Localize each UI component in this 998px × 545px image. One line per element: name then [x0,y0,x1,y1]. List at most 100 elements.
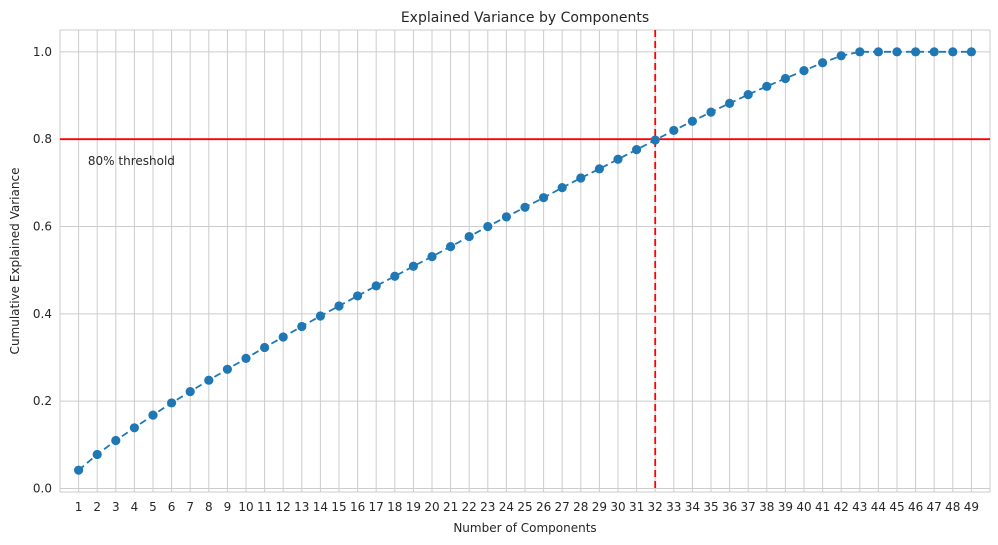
data-point [129,423,139,433]
x-tick-label: 25 [517,500,532,514]
x-tick-label: 1 [75,500,83,514]
data-point [111,435,121,446]
x-tick-label: 12 [276,500,291,514]
x-tick-label: 45 [889,500,904,514]
x-tick-label: 24 [499,500,514,514]
x-tick-label: 22 [462,500,477,514]
data-point [687,116,698,126]
data-point [948,47,958,57]
data-point [278,332,288,342]
y-tick-label: 0.4 [33,307,52,321]
data-point [408,261,418,271]
data-point [892,47,902,57]
x-tick-label: 37 [741,500,756,514]
data-point [743,90,753,100]
x-tick-label: 9 [224,500,232,514]
data-point [669,125,679,136]
x-tick-label: 8 [205,500,213,514]
x-tick-label: 2 [93,500,101,514]
y-tick-label: 0.0 [33,482,52,496]
x-tick-label: 19 [406,500,421,514]
data-point [911,47,921,57]
x-tick-label: 18 [387,500,402,514]
data-point [222,364,232,374]
data-point [725,98,735,108]
x-tick-label: 48 [945,500,960,514]
data-point [371,281,381,291]
x-tick-label: 20 [424,500,439,514]
y-tick-label: 0.2 [33,394,52,408]
data-point [464,231,474,242]
data-point [539,193,549,203]
data-point [799,66,809,76]
x-tick-label: 11 [257,500,272,514]
reference-lines [60,30,990,492]
x-tick-label: 42 [834,500,849,514]
data-point [315,311,325,321]
data-point [520,202,530,212]
x-tick-label: 6 [168,500,176,514]
x-axis-label: Number of Components [453,521,596,535]
data-point [780,73,791,84]
x-tick-label: 5 [149,500,157,514]
x-tick-label: 3 [112,500,120,514]
data-point [855,47,865,57]
x-tick-label: 15 [331,500,346,514]
data-point [762,81,772,91]
data-point [446,241,456,252]
x-tick-label: 27 [555,500,570,514]
data-point [594,164,605,174]
data-point [632,145,642,155]
x-tick-label: 21 [443,500,458,514]
grid-lines [60,30,990,492]
data-point [576,173,586,183]
data-point [334,301,344,311]
data-point [353,291,363,301]
data-point [74,465,84,475]
x-tick-label: 44 [871,500,886,514]
data-point [148,410,158,420]
data-point [966,47,977,57]
x-tick-label: 33 [666,500,681,514]
y-tick-label: 0.6 [33,220,52,234]
x-tick-label: 30 [610,500,625,514]
x-tick-label: 35 [703,500,718,514]
data-point [650,135,660,145]
tick-labels: 1 2 3 4 5 6 7 8 9 10 11 12 13 14 15 16 17 18 19 20 21 22 23 24 2… [33,45,979,514]
x-tick-label: 13 [294,500,309,514]
data-point [706,107,716,117]
data-point [260,342,270,353]
chart-title: Explained Variance by Components [401,10,649,26]
x-tick-label: 23 [480,500,495,514]
data-point [204,375,214,385]
x-tick-label: 41 [815,500,830,514]
x-tick-label: 40 [796,500,811,514]
y-axis-label: Cumulative Explained Variance [8,168,22,355]
x-tick-label: 7 [186,500,194,514]
x-tick-label: 32 [648,500,663,514]
x-tick-label: 29 [592,500,607,514]
data-point [501,212,511,222]
data-point [390,271,400,281]
data-point [483,221,493,232]
x-tick-label: 38 [759,500,774,514]
y-tick-label: 0.8 [33,132,52,146]
data-point [613,154,623,164]
x-tick-label: 16 [350,500,365,514]
x-tick-label: 43 [852,500,867,514]
x-tick-label: 4 [131,500,139,514]
x-tick-label: 49 [964,500,979,514]
data-point [427,252,437,262]
data-point [185,386,195,397]
x-tick-label: 14 [313,500,328,514]
x-tick-label: 17 [369,500,384,514]
data-point [818,58,828,68]
x-tick-label: 10 [238,500,253,514]
plot-frame [59,29,991,493]
x-tick-label: 36 [722,500,737,514]
data-point [92,449,102,460]
x-tick-label: 28 [573,500,588,514]
x-tick-label: 46 [908,500,923,514]
